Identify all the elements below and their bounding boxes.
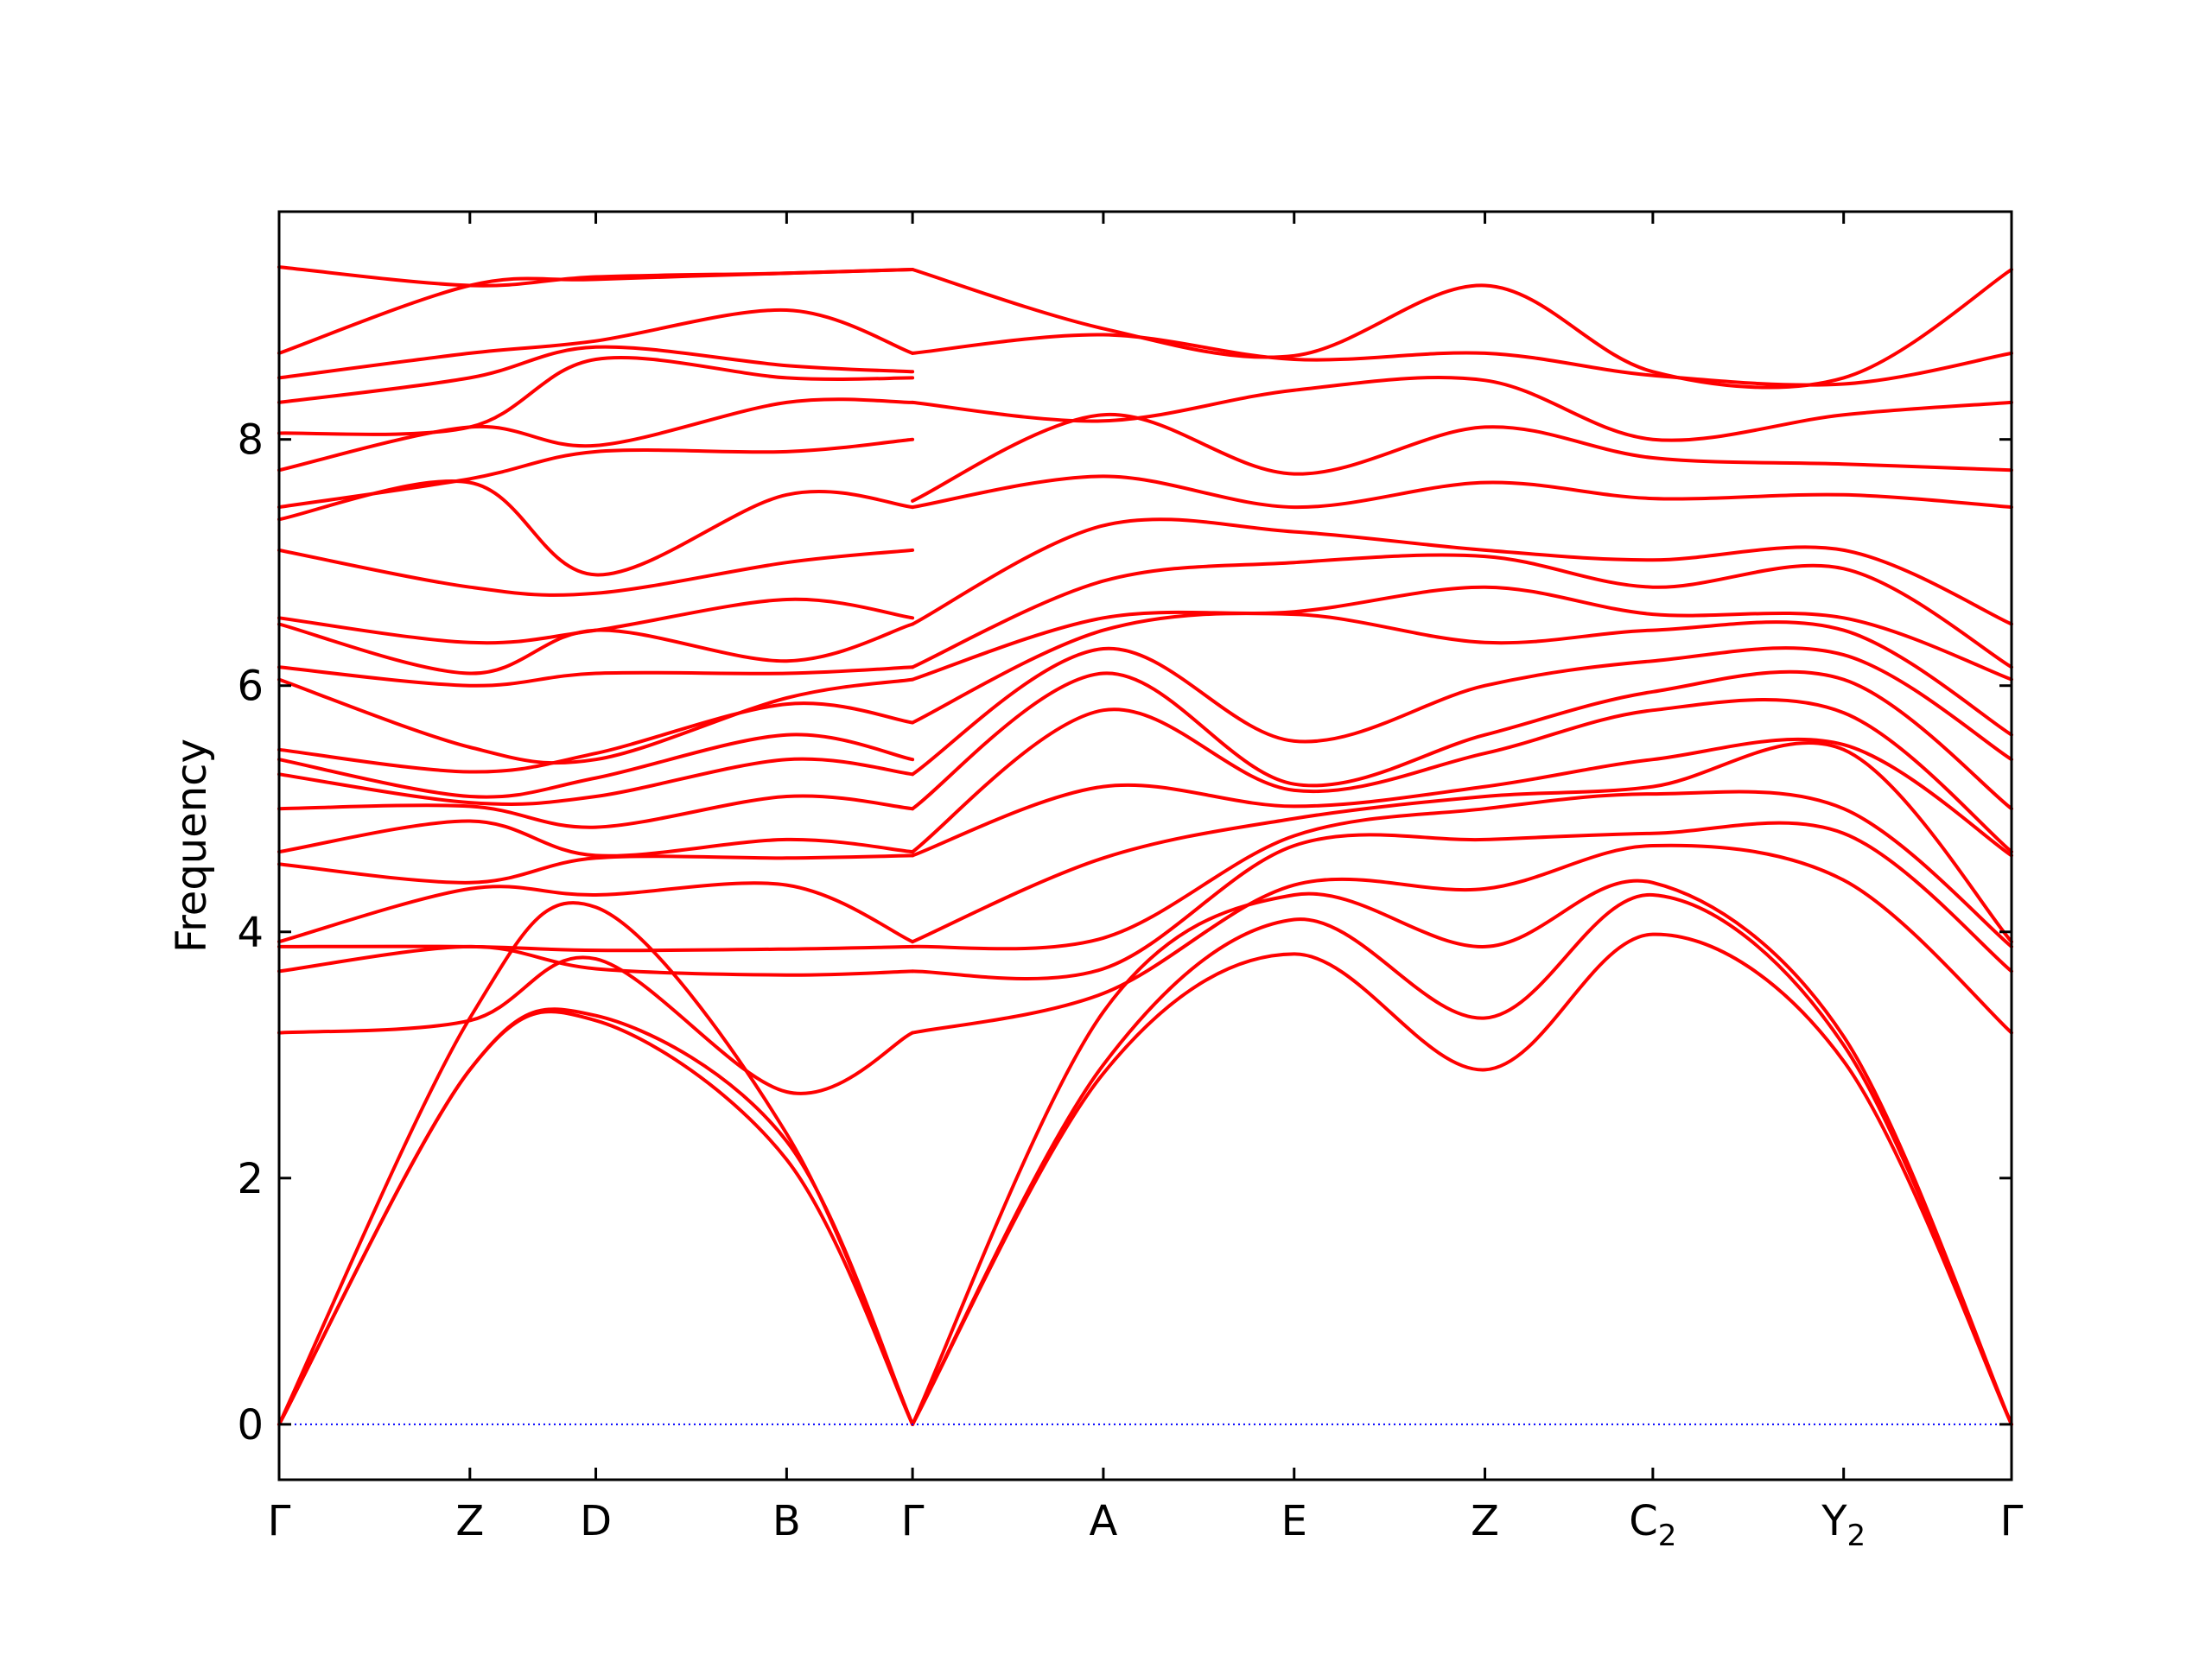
- x-tick-label-main: E: [1281, 1497, 1307, 1545]
- x-tick-label-main: Γ: [2000, 1497, 2024, 1545]
- x-tick-label: Γ: [901, 1497, 925, 1545]
- band-line-10: [277, 794, 915, 829]
- band-line-42: [911, 474, 2013, 510]
- x-tick-label-main: Z: [455, 1497, 484, 1545]
- band-line-14: [277, 677, 915, 765]
- band-line-9: [277, 819, 915, 858]
- x-tick-label-main: D: [580, 1497, 612, 1545]
- band-line-27: [911, 932, 2013, 1426]
- bands-group: [277, 265, 2013, 1426]
- x-tick-label-subscript: 2: [1847, 1519, 1866, 1553]
- band-line-31: [911, 821, 2013, 980]
- band-line-8: [277, 853, 915, 885]
- x-tick-label: D: [580, 1497, 612, 1545]
- x-tick-label-main: C: [1629, 1497, 1658, 1545]
- band-line-45: [911, 333, 2013, 387]
- band-line-7: [277, 881, 915, 944]
- x-tick-label-subscript: 2: [1658, 1519, 1677, 1553]
- band-line-17: [277, 597, 915, 645]
- band-line-3: [277, 901, 915, 1426]
- y-tick-label: 2: [237, 1155, 264, 1203]
- band-line-34: [911, 737, 2013, 858]
- band-line-24: [277, 308, 915, 380]
- y-axis-label: Frequency: [168, 739, 216, 953]
- x-ticks-group: Γ Z D B Γ A E Z C2 Y2 Γ: [268, 212, 2024, 1553]
- x-tick-label-main: Γ: [901, 1497, 925, 1545]
- x-tick-label: E: [1281, 1497, 1307, 1545]
- x-tick-label: Γ: [2000, 1497, 2024, 1545]
- band-line-44: [911, 375, 2013, 442]
- band-line-23: [277, 345, 915, 404]
- band-line-22: [277, 356, 915, 436]
- band-line-12: [277, 733, 915, 799]
- band-line-38: [911, 612, 2013, 737]
- band-line-43: [911, 413, 2013, 503]
- band-line-28: [911, 892, 2013, 1426]
- y-tick-label: 8: [237, 416, 264, 465]
- x-tick-label: Y2: [1821, 1497, 1866, 1553]
- band-line-11: [277, 757, 915, 807]
- x-tick-label: A: [1089, 1497, 1117, 1545]
- band-line-6: [277, 944, 915, 953]
- band-line-15: [277, 665, 915, 688]
- band-line-13: [277, 701, 915, 774]
- y-tick-label: 6: [237, 663, 264, 711]
- band-line-39: [911, 585, 2013, 682]
- band-line-32: [911, 790, 2013, 951]
- band-line-19: [277, 479, 915, 577]
- band-line-41: [911, 517, 2013, 626]
- x-tick-label: Γ: [268, 1497, 291, 1545]
- band-line-1: [277, 1010, 915, 1426]
- band-line-37: [911, 646, 2013, 777]
- y-tick-label: 0: [237, 1401, 264, 1449]
- x-tick-label-main: Γ: [268, 1497, 291, 1545]
- band-line-36: [911, 669, 2013, 811]
- band-line-5: [277, 944, 915, 977]
- x-tick-label: Z: [1471, 1497, 1499, 1545]
- x-tick-label: Z: [455, 1497, 484, 1545]
- band-line-40: [911, 553, 2013, 669]
- band-line-21: [277, 397, 915, 473]
- x-tick-label-main: Y: [1821, 1497, 1847, 1545]
- x-tick-label: C2: [1629, 1497, 1676, 1553]
- x-tick-label-main: B: [772, 1497, 801, 1545]
- band-line-2: [277, 1007, 915, 1426]
- plot-frame: [277, 210, 2013, 1481]
- x-tick-label-main: A: [1089, 1497, 1117, 1545]
- y-ticks-group: 0 2 4 6 8: [237, 416, 2012, 1449]
- band-line-18: [277, 548, 915, 597]
- band-line-46: [911, 268, 2013, 390]
- band-line-29: [911, 879, 2013, 1426]
- band-line-26: [277, 265, 915, 288]
- band-line-30: [911, 843, 2013, 1035]
- x-tick-label: B: [772, 1497, 801, 1545]
- band-line-33: [911, 740, 2013, 944]
- band-line-20: [277, 437, 915, 510]
- x-tick-label-main: Z: [1471, 1497, 1499, 1545]
- band-line-4: [277, 955, 915, 1095]
- y-tick-label: 4: [237, 909, 264, 957]
- band-line-35: [911, 698, 2013, 854]
